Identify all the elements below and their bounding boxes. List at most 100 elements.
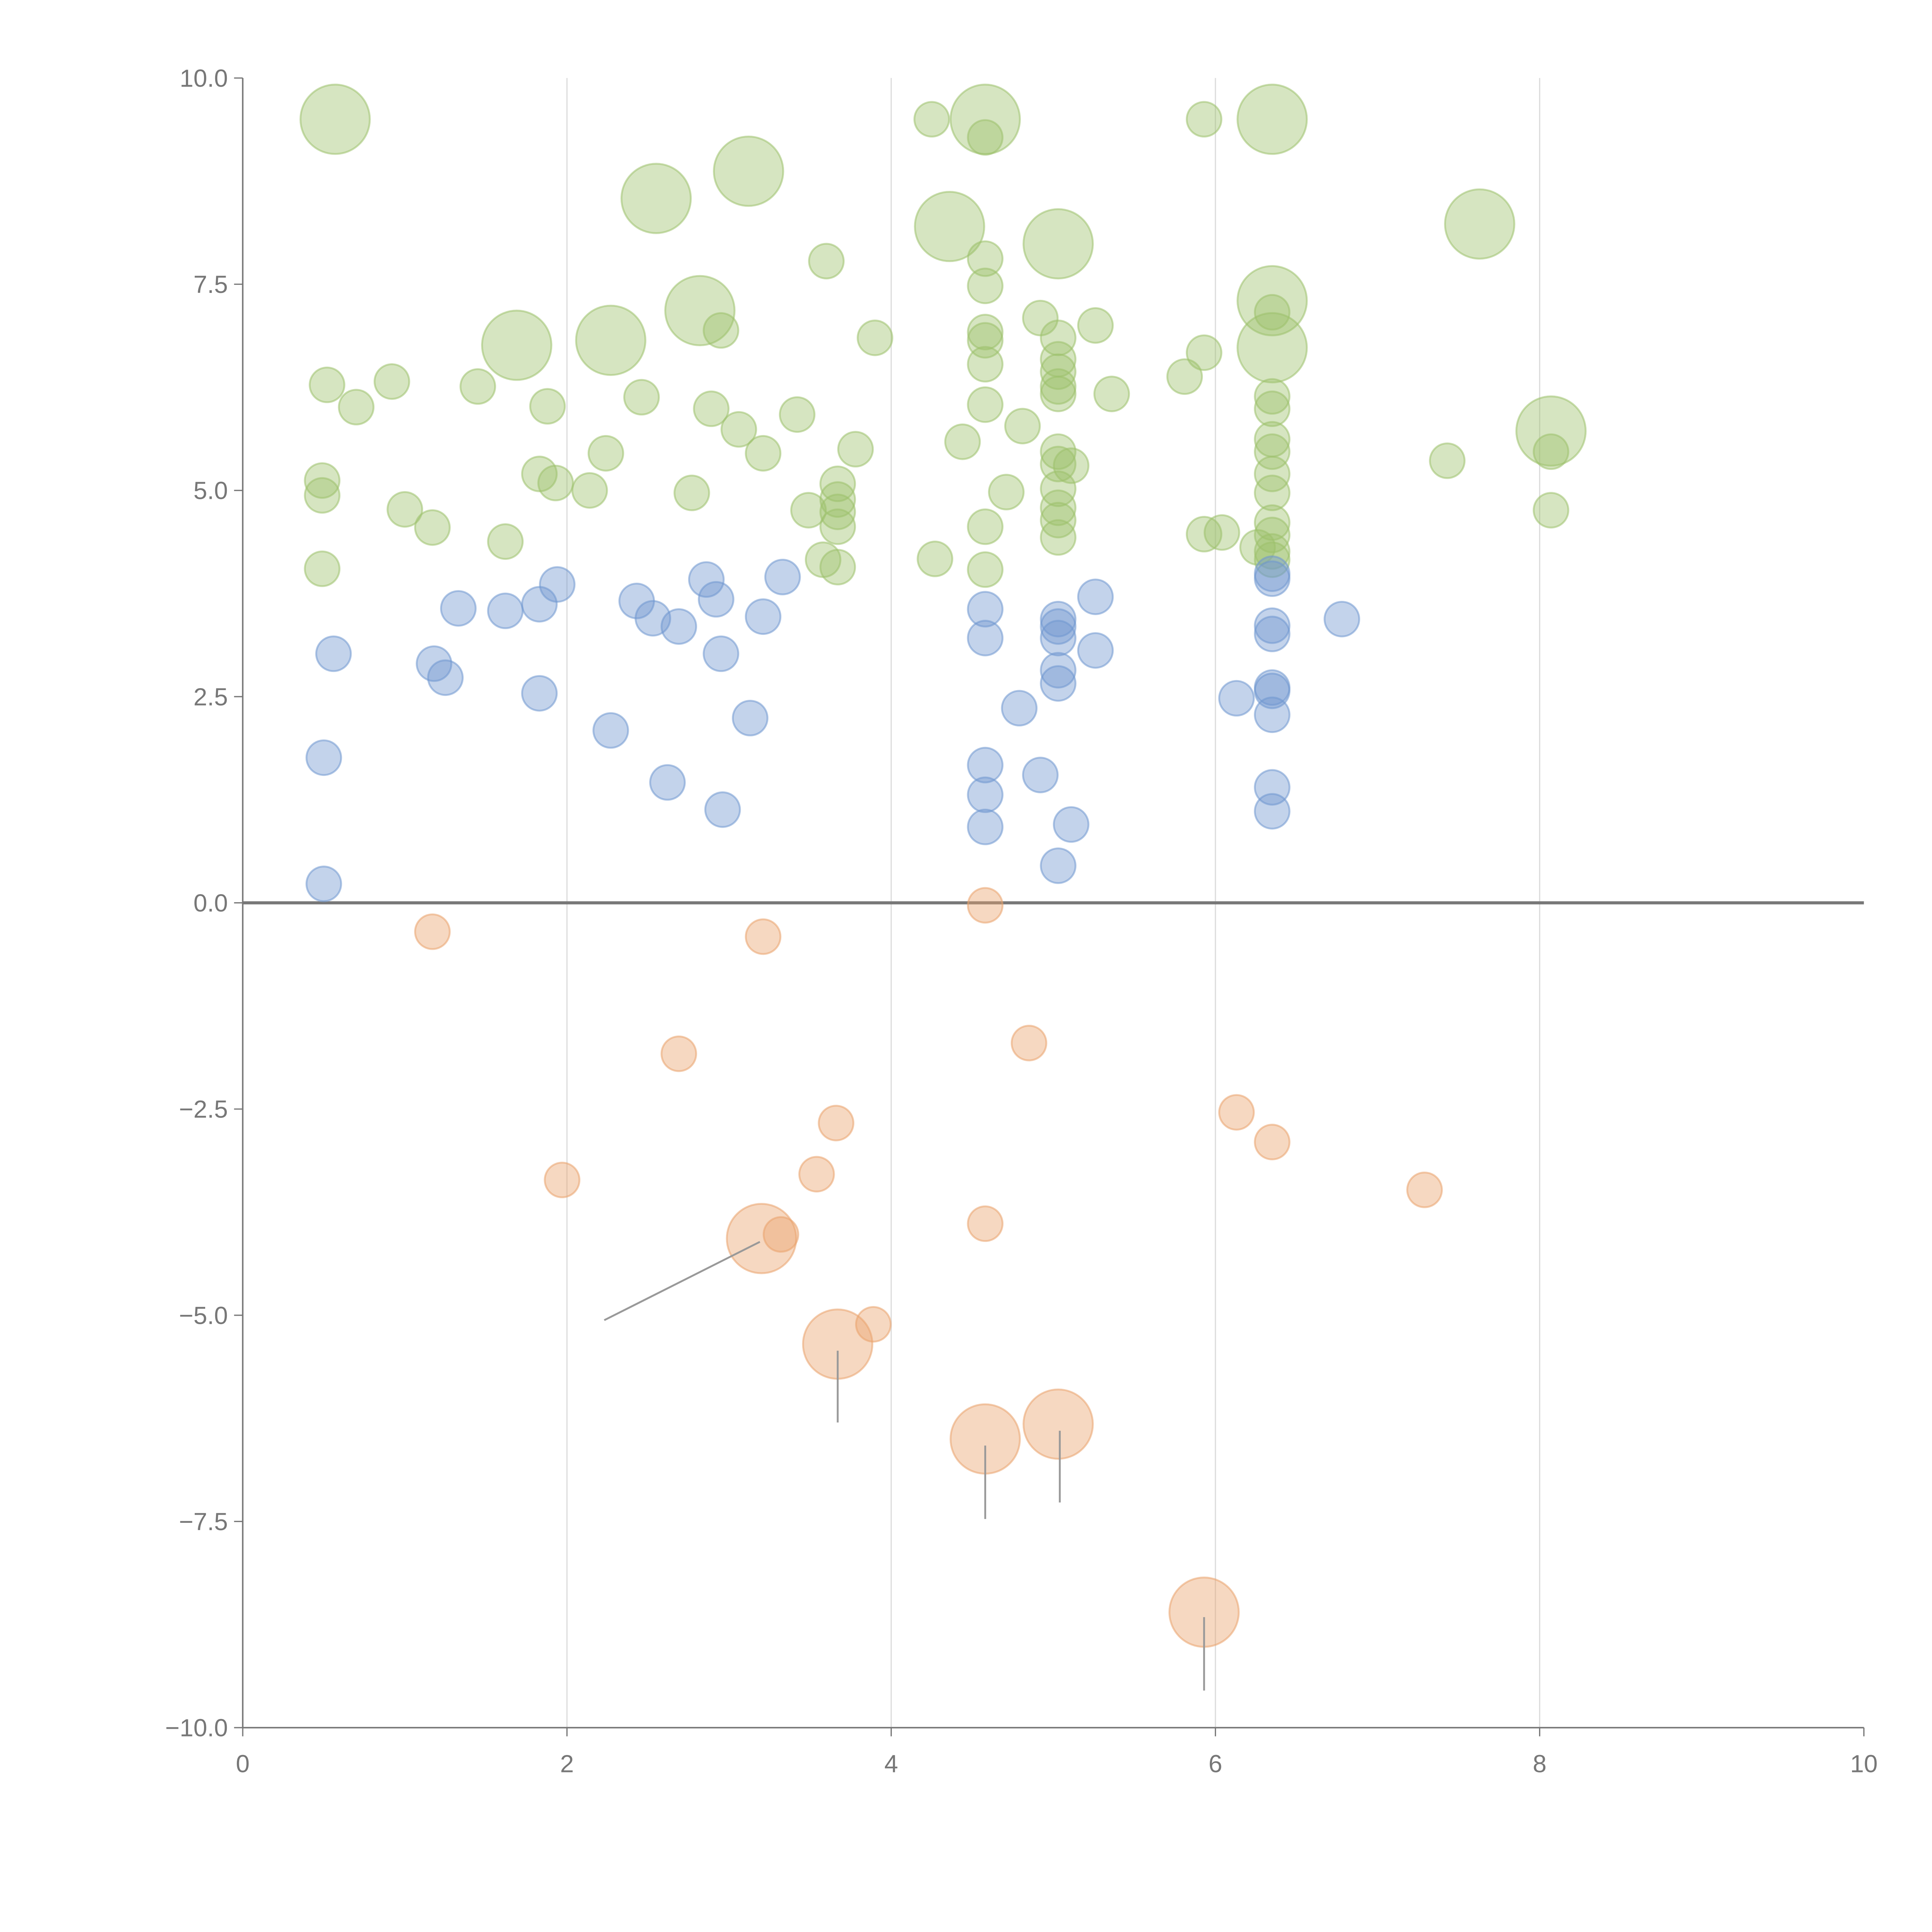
data-point-high [304,462,341,499]
data-point-high [1444,188,1515,260]
y-tick-label: 7.5 [194,270,228,298]
data-point-high [857,320,893,356]
data-point-high [1254,433,1291,470]
data-point-high [386,491,423,528]
data-point-high [481,310,553,381]
data-point-high [620,163,692,234]
data-point-mid [967,808,1004,845]
data-point-mid [1218,680,1255,717]
data-point-high [304,550,341,587]
data-point-high [745,435,782,472]
data-point-mid [688,561,725,598]
data-point-negative [1218,1094,1255,1131]
data-point-mid [702,635,740,672]
data-point-high [720,411,757,448]
data-point-high [571,472,608,509]
data-point-high [1053,447,1090,484]
data-point-mid [764,559,801,595]
data-point-negative [855,1306,892,1343]
data-point-mid [1254,560,1291,597]
data-point-high [808,243,845,280]
data-point-high [1093,376,1130,412]
data-point-high [1040,433,1077,470]
data-point-high [1185,334,1223,371]
data-point-negative [762,1216,799,1253]
data-point-high [1254,390,1291,427]
data-point-negative [818,1105,855,1141]
data-point-mid [521,675,558,712]
y-tick-label: −5.0 [179,1301,228,1329]
data-point-high [967,508,1004,545]
data-point-high [1236,312,1308,384]
y-tick-label: 5.0 [194,477,228,505]
data-point-high [487,523,524,560]
data-point-high [1532,433,1570,470]
data-point-high [537,464,574,502]
data-point-high [1040,368,1077,405]
data-point-high [702,312,740,349]
data-point-high [1040,519,1077,556]
data-point-negative [798,1156,835,1193]
data-point-mid [1077,632,1114,669]
data-point-negative [745,918,782,955]
data-point-mid [967,776,1004,813]
data-point-high [819,481,856,518]
data-point-mid [1040,665,1077,702]
data-point-mid [660,608,697,645]
data-point-mid [704,791,741,828]
data-point-mid [315,635,352,672]
data-point-negative [967,887,1004,924]
data-point-mid [1254,616,1291,652]
data-point-high [664,275,736,347]
data-point-negative [414,913,451,950]
data-point-high [1040,353,1077,390]
data-point-high [529,388,566,425]
data-point-high [299,83,371,155]
data-point-high [713,135,784,207]
data-point-negative [1010,1025,1048,1061]
data-point-high [790,492,827,529]
data-point-mid [427,659,464,696]
data-point-mid [967,591,1004,628]
data-point-mid [440,590,477,627]
y-tick-label: −7.5 [179,1508,228,1536]
data-point-high [967,386,1004,423]
data-point-mid [967,747,1004,784]
data-point-high [967,346,1004,383]
data-point-high [1166,358,1203,395]
data-point-mid [539,566,576,603]
y-tick-label: −10.0 [165,1714,228,1742]
data-point-high [819,465,856,502]
data-point-high [623,379,660,416]
data-point-high [819,549,856,586]
data-point-negative [1254,1124,1291,1160]
data-point-mid [1022,757,1059,793]
annotation-leader-line [604,1241,760,1321]
data-points [299,83,1587,1648]
data-point-high [1040,470,1077,507]
data-point-mid [1040,600,1077,638]
data-point-negative [544,1162,580,1199]
data-point-high [309,366,345,403]
x-tick-label: 2 [560,1750,574,1778]
data-point-high [967,314,1004,350]
data-point-high [587,435,624,472]
data-point-mid [698,581,735,618]
data-point-high [1429,442,1466,479]
data-point-high [1254,378,1291,415]
data-point-mid [592,712,629,749]
data-point-high [944,423,981,460]
data-point-high [304,477,341,514]
data-point-high [338,389,375,425]
data-point-mid [1040,652,1077,689]
data-point-mid [1254,696,1291,733]
data-point-mid [1040,847,1077,884]
data-point-mid [732,700,769,736]
data-point-high [819,508,856,545]
data-point-high [967,119,1004,156]
y-tick-label: 0.0 [194,889,228,917]
y-tick-label: 2.5 [194,683,228,711]
data-point-high [1022,208,1094,280]
data-point-negative [660,1035,697,1072]
data-point-high [967,240,1004,277]
